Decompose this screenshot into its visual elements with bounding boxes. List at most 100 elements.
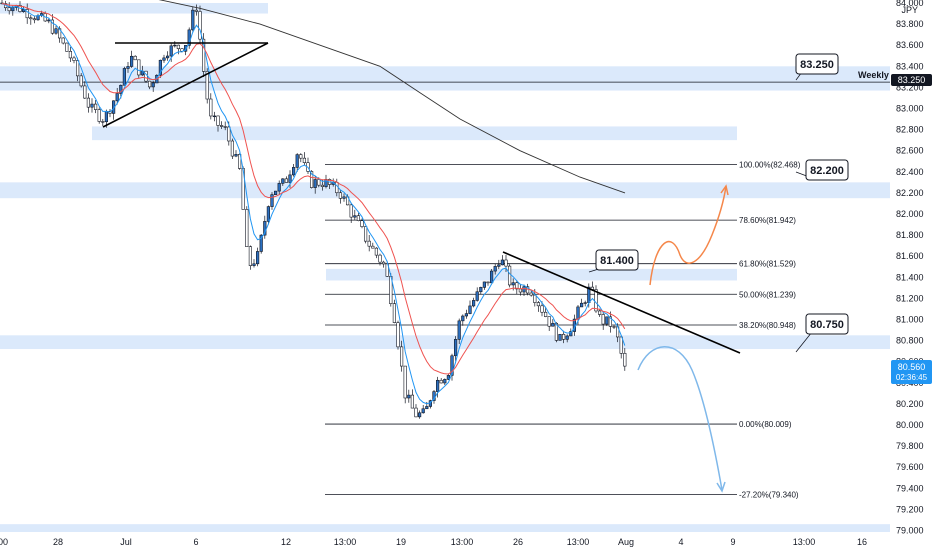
candle-34 [122,66,126,86]
candle-body-27 [97,109,101,122]
candle-99 [356,212,361,222]
candle-body-65 [234,154,238,157]
zone-3 [0,182,890,199]
candle-38 [137,59,141,79]
candle-76 [273,190,278,196]
candle-body-14 [50,19,54,34]
candle-77 [277,180,281,195]
candle-body-28 [101,121,105,123]
candle-body-137 [493,266,497,272]
candle-body-61 [220,125,224,127]
candle-body-24 [86,97,90,108]
candle-body-131 [471,300,476,307]
candle-body-150 [540,305,544,313]
time-label-7: 13:00 [451,537,474,547]
candle-body-124 [446,375,451,380]
candle-body-37 [133,55,137,61]
moving-averages [1,0,626,405]
candle-145 [522,284,526,297]
candle-body-130 [468,305,472,314]
callout-text-0: 83.250 [800,59,834,71]
candle-82 [295,153,299,173]
weekly-level-label: Weekly [858,70,889,80]
price-tick-4: 83.200 [896,82,924,92]
candle-66 [238,153,242,170]
candle-body-2 [7,7,11,12]
candle-161 [579,298,584,308]
candle-87 [313,175,317,194]
candle-body-76 [273,190,278,195]
candle-body-80 [288,174,292,183]
time-axis[interactable]: 00 28 Jul 6 12 13:00 19 13:00 26 13:00 Aug 4 9 13:00 1… [0,532,890,550]
candle-body-152 [547,316,551,327]
candle-body-78 [281,178,285,184]
candle-69 [248,245,253,270]
zone-4 [326,268,737,281]
candle-body-113 [407,394,411,399]
candle-body-71 [255,251,260,265]
candle-body-118 [425,406,429,410]
candle-body-3 [11,7,15,12]
candle-65 [234,150,238,158]
projection-up-arrow [720,184,729,196]
candle-body-81 [291,167,296,176]
current-price-value: 80.560 [898,362,926,372]
candle-110 [396,320,400,350]
candle-44 [158,59,163,78]
candle-134 [482,281,487,290]
candle-body-155 [558,333,562,341]
candle-55 [198,5,202,44]
candle-body-110 [396,322,400,348]
price-tick-21: 79.800 [896,441,924,451]
price-tick-5: 83.000 [896,104,924,114]
candle-125 [450,353,454,381]
fibonacci-retracement: 100.00%(82.468) 78.60%(81.942) 61.80%(81.5… [325,161,801,500]
candle-81 [291,163,296,177]
candle-body-133 [479,287,483,293]
price-tick-8: 82.400 [896,167,924,177]
candle-115 [414,404,418,418]
price-callouts: 83.250 82.200 81.400 80.750 [588,53,849,353]
price-axis[interactable]: JPY 84.000 83.800 83.600 83.400 83.200 83.000… [890,0,932,550]
candle-83 [299,153,303,163]
callout-box-1 [805,159,849,181]
candle-body-139 [500,259,505,266]
candle-152 [547,316,551,331]
candlestick-series [0,0,627,419]
candle-25 [90,98,94,113]
ma-long-line [158,0,626,194]
candle-167 [601,312,605,330]
candle-body-106 [381,261,386,265]
price-tick-10: 82.000 [896,209,924,219]
callout-leader-3 [795,331,813,353]
candle-body-6 [21,9,26,12]
price-tick-0: 84.000 [896,0,924,8]
time-label-5: 13:00 [334,537,357,547]
weekly-price-badge: 83.250 [891,74,932,86]
candle-30 [108,109,112,118]
candle-body-59 [212,115,217,118]
candle-162 [583,300,587,307]
price-tick-15: 81.000 [896,315,924,325]
candle-body-58 [209,98,213,117]
projection-down-path [637,346,723,491]
candle-27 [97,107,101,124]
candle-body-168 [605,316,609,325]
candle-56 [202,33,206,77]
candle-body-141 [507,265,512,286]
candle-157 [565,334,569,343]
callout-box-2 [595,249,639,271]
candle-121 [435,376,440,398]
candle-130 [468,300,472,315]
candle-59 [212,111,217,122]
candle-body-42 [151,82,155,88]
candle-105 [378,253,382,266]
callout-text-2: 81.400 [600,255,634,267]
price-tick-12: 81.600 [896,251,924,261]
callout-box-0 [795,53,839,75]
candle-body-97 [349,204,353,218]
candle-106 [381,260,386,268]
candle-97 [349,202,353,223]
candle-137 [493,263,497,275]
